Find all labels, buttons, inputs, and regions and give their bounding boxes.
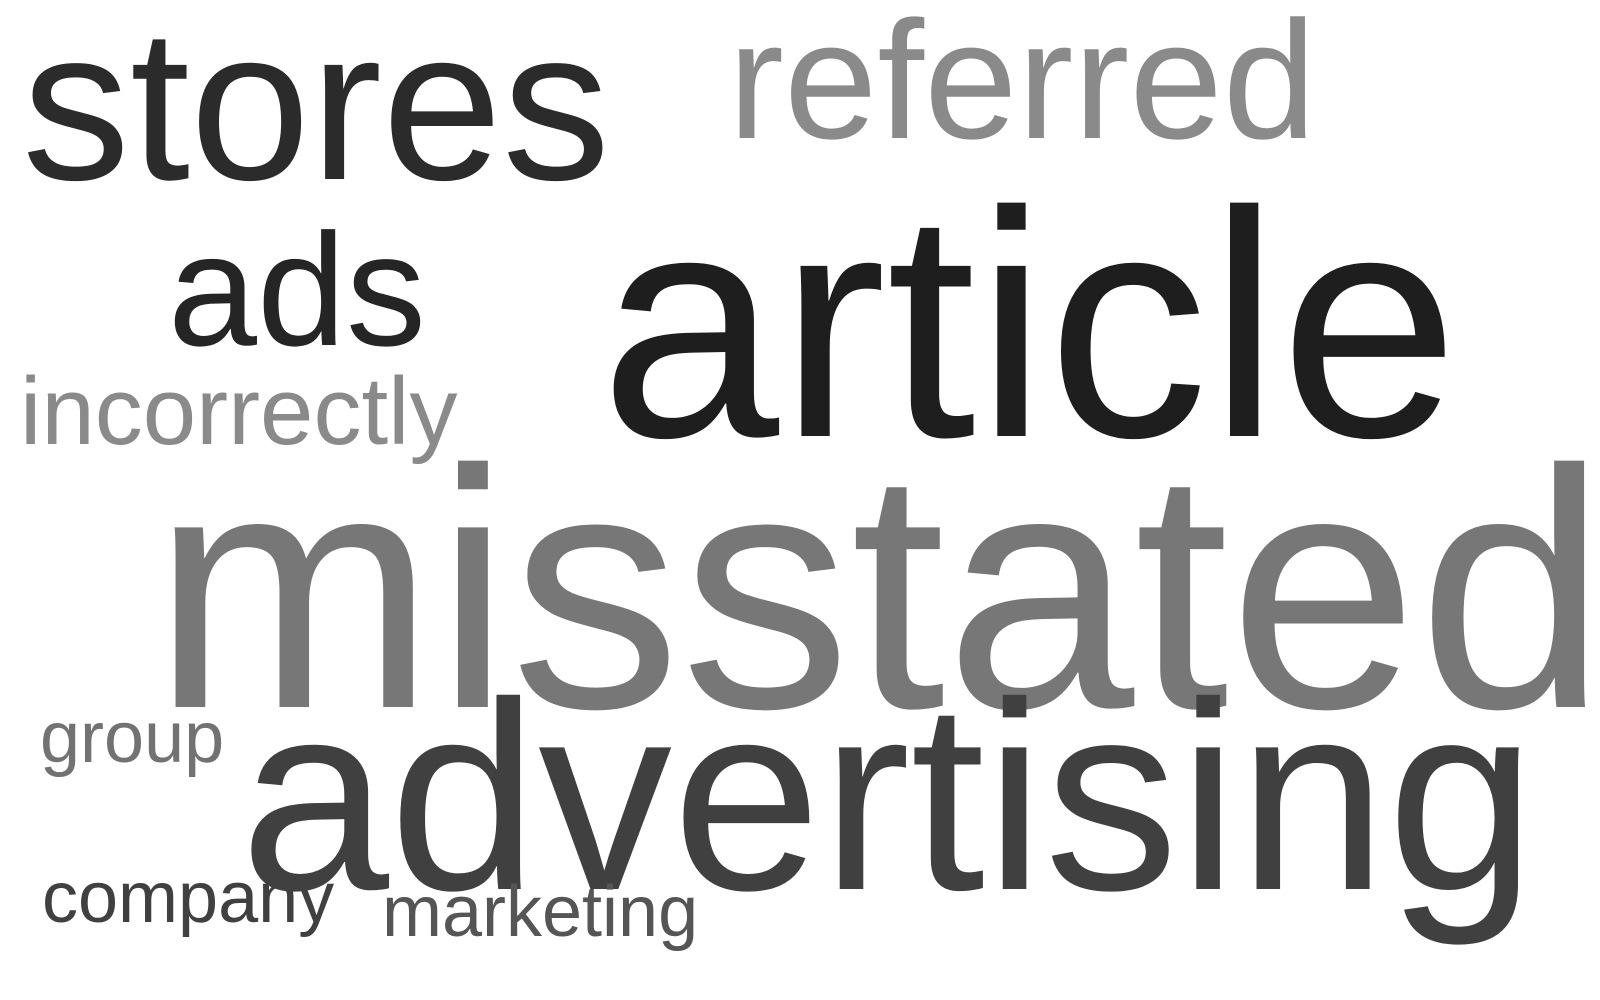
word-article: article: [600, 146, 1459, 505]
word-misstated: misstated: [152, 400, 1600, 780]
word-company: company: [42, 858, 335, 938]
word-marketing: marketing: [382, 872, 699, 952]
word-ads: ads: [168, 200, 426, 379]
word-referred: referred: [728, 0, 1317, 174]
word-group: group: [40, 698, 225, 778]
word-stores: stores: [22, 0, 611, 225]
word-advertising: advertising: [240, 646, 1537, 946]
word-incorrectly: incorrectly: [20, 358, 458, 465]
